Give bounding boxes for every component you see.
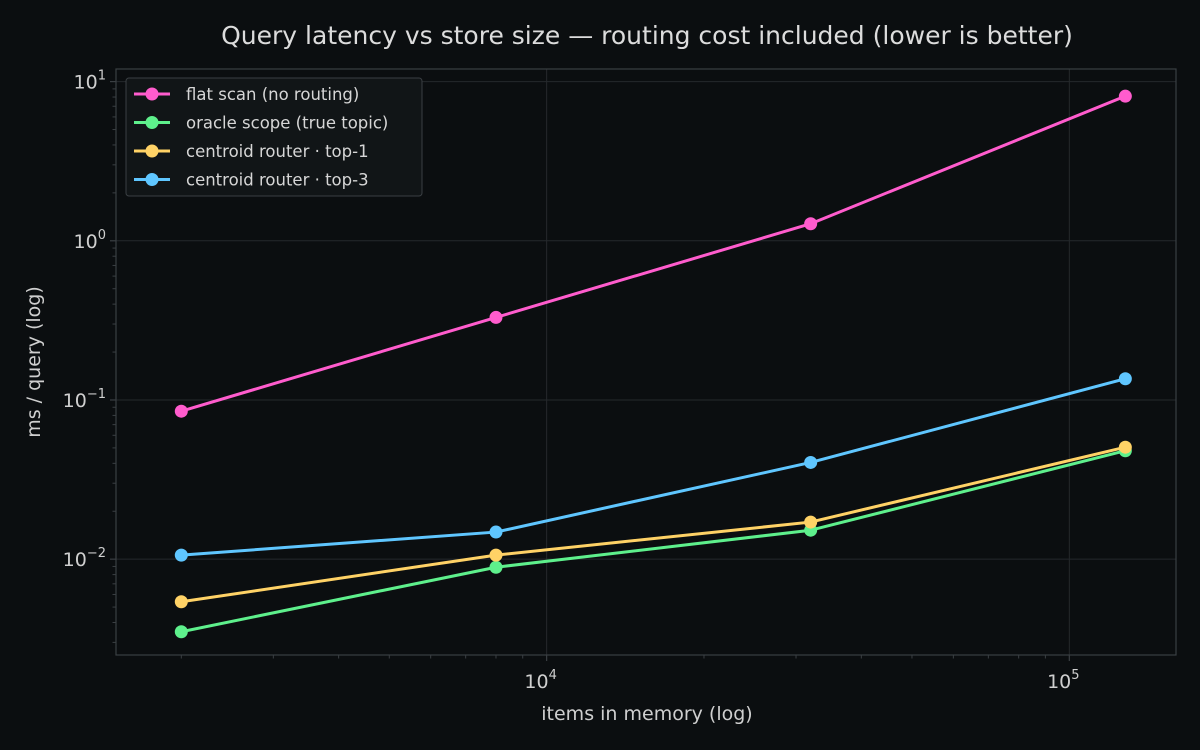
- data-point: [174, 595, 188, 609]
- x-tick-label: 104: [524, 668, 556, 693]
- data-point: [174, 404, 188, 418]
- data-point: [174, 548, 188, 562]
- data-point: [804, 515, 818, 529]
- data-point: [489, 310, 503, 324]
- x-axis-ticks: 104 105: [524, 655, 1080, 693]
- legend-label: oracle scope (true topic): [186, 114, 388, 133]
- legend-entry: centroid router · top-1: [134, 142, 369, 161]
- data-point: [489, 525, 503, 539]
- plot-frame: [115, 68, 1177, 656]
- grid-layer: [116, 69, 1176, 655]
- x-tick-label: 105: [1047, 668, 1079, 693]
- legend-label: centroid router · top-1: [186, 142, 369, 161]
- series-line: [179, 94, 1127, 413]
- legend: flat scan (no routing) oracle scope (true…: [125, 77, 423, 197]
- series-3: [174, 372, 1132, 562]
- series-line: [179, 445, 1127, 604]
- data-point: [174, 625, 188, 639]
- chart-title: Query latency vs store size — routing co…: [221, 21, 1073, 50]
- legend-box: [125, 77, 423, 197]
- y-axis-ticks: 10−2 10−1 100 101: [63, 69, 116, 571]
- series-line: [179, 377, 1127, 557]
- legend-marker: [145, 173, 159, 186]
- data-point: [489, 548, 503, 562]
- y-tick-label: 10−2: [63, 546, 106, 571]
- legend-marker: [145, 116, 159, 129]
- legend-entry: flat scan (no routing): [134, 85, 359, 104]
- legend-entry: centroid router · top-3: [134, 171, 369, 190]
- legend-marker: [145, 87, 159, 101]
- legend-label: centroid router · top-3: [186, 171, 369, 190]
- series-0: [174, 89, 1132, 418]
- y-tick-label: 100: [74, 228, 106, 253]
- data-point: [804, 455, 818, 469]
- data-point: [489, 560, 503, 574]
- series-2: [174, 440, 1132, 609]
- series-line: [179, 449, 1127, 634]
- data-point: [1118, 372, 1132, 386]
- y-tick-label: 10−1: [63, 387, 106, 412]
- y-axis-label: ms / query (log): [23, 286, 45, 438]
- data-point: [1118, 89, 1132, 103]
- y-tick-label: 101: [74, 69, 106, 94]
- series-layer: [174, 89, 1132, 639]
- legend-label: flat scan (no routing): [186, 85, 359, 104]
- legend-marker: [145, 144, 159, 158]
- data-point: [1118, 440, 1132, 454]
- data-point: [804, 217, 818, 231]
- legend-entry: oracle scope (true topic): [134, 114, 388, 133]
- x-axis-label: items in memory (log): [541, 703, 752, 725]
